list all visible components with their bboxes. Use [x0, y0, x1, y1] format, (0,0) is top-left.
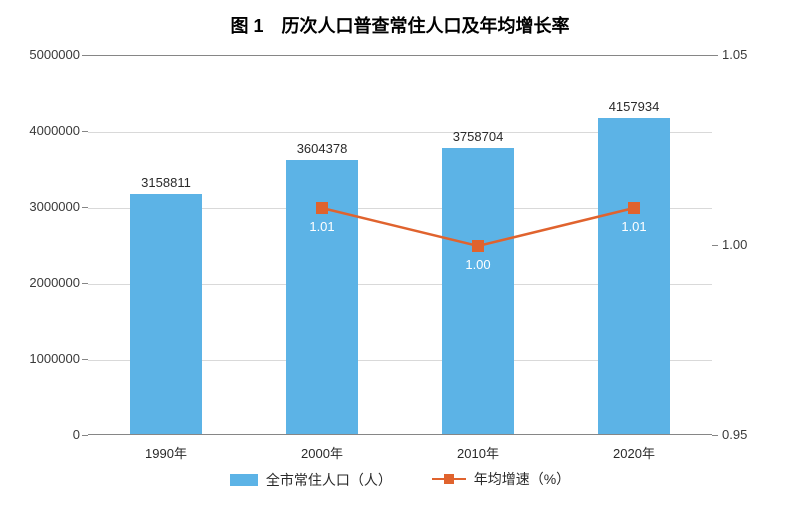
y-right-tick-label: 0.95 — [722, 427, 747, 442]
y-left-tick — [82, 359, 88, 360]
bar-value-label: 3758704 — [453, 129, 504, 144]
bar-value-label: 4157934 — [609, 99, 660, 114]
line-value-label: 1.01 — [309, 219, 334, 234]
line-marker — [628, 202, 640, 214]
y-left-tick — [82, 435, 88, 436]
legend-line-label: 年均增速（%） — [474, 469, 570, 489]
legend-item-bar: 全市常住人口（人） — [230, 470, 392, 490]
x-tick-label: 1990年 — [145, 443, 187, 462]
bar-value-label: 3158811 — [141, 175, 191, 190]
y-left-tick — [82, 283, 88, 284]
y-left-tick-label: 0 — [10, 427, 80, 442]
line-value-label: 1.00 — [465, 257, 490, 272]
y-right-tick-label: 1.05 — [722, 47, 747, 62]
legend-bar-swatch — [230, 474, 258, 486]
chart-title: 图 1 历次人口普查常住人口及年均增长率 — [0, 0, 800, 38]
y-right-tick-label: 1.00 — [722, 237, 747, 252]
y-left-tick — [82, 55, 88, 56]
chart-container: 图 1 历次人口普查常住人口及年均增长率 全市常住人口（人） 年均增速（%） 0… — [0, 0, 800, 514]
y-right-tick — [712, 435, 718, 436]
legend-item-line: 年均增速（%） — [432, 469, 570, 489]
y-left-tick — [82, 131, 88, 132]
x-tick-label: 2020年 — [613, 443, 655, 462]
y-left-tick — [82, 207, 88, 208]
bar — [442, 148, 514, 434]
legend-line-swatch — [432, 472, 466, 486]
y-left-tick-label: 1000000 — [10, 351, 80, 366]
y-left-tick-label: 3000000 — [10, 199, 80, 214]
line-marker — [316, 202, 328, 214]
line-marker — [472, 240, 484, 252]
line-value-label: 1.01 — [621, 219, 646, 234]
y-left-tick-label: 2000000 — [10, 275, 80, 290]
legend-bar-label: 全市常住人口（人） — [266, 470, 392, 490]
y-left-tick-label: 5000000 — [10, 47, 80, 62]
bar — [130, 194, 202, 434]
y-right-tick — [712, 55, 718, 56]
y-right-tick — [712, 245, 718, 246]
bar-value-label: 3604378 — [297, 141, 348, 156]
y-left-tick-label: 4000000 — [10, 123, 80, 138]
bar — [598, 118, 670, 434]
legend: 全市常住人口（人） 年均增速（%） — [0, 469, 800, 490]
x-tick-label: 2010年 — [457, 443, 499, 462]
x-tick-label: 2000年 — [301, 443, 343, 462]
